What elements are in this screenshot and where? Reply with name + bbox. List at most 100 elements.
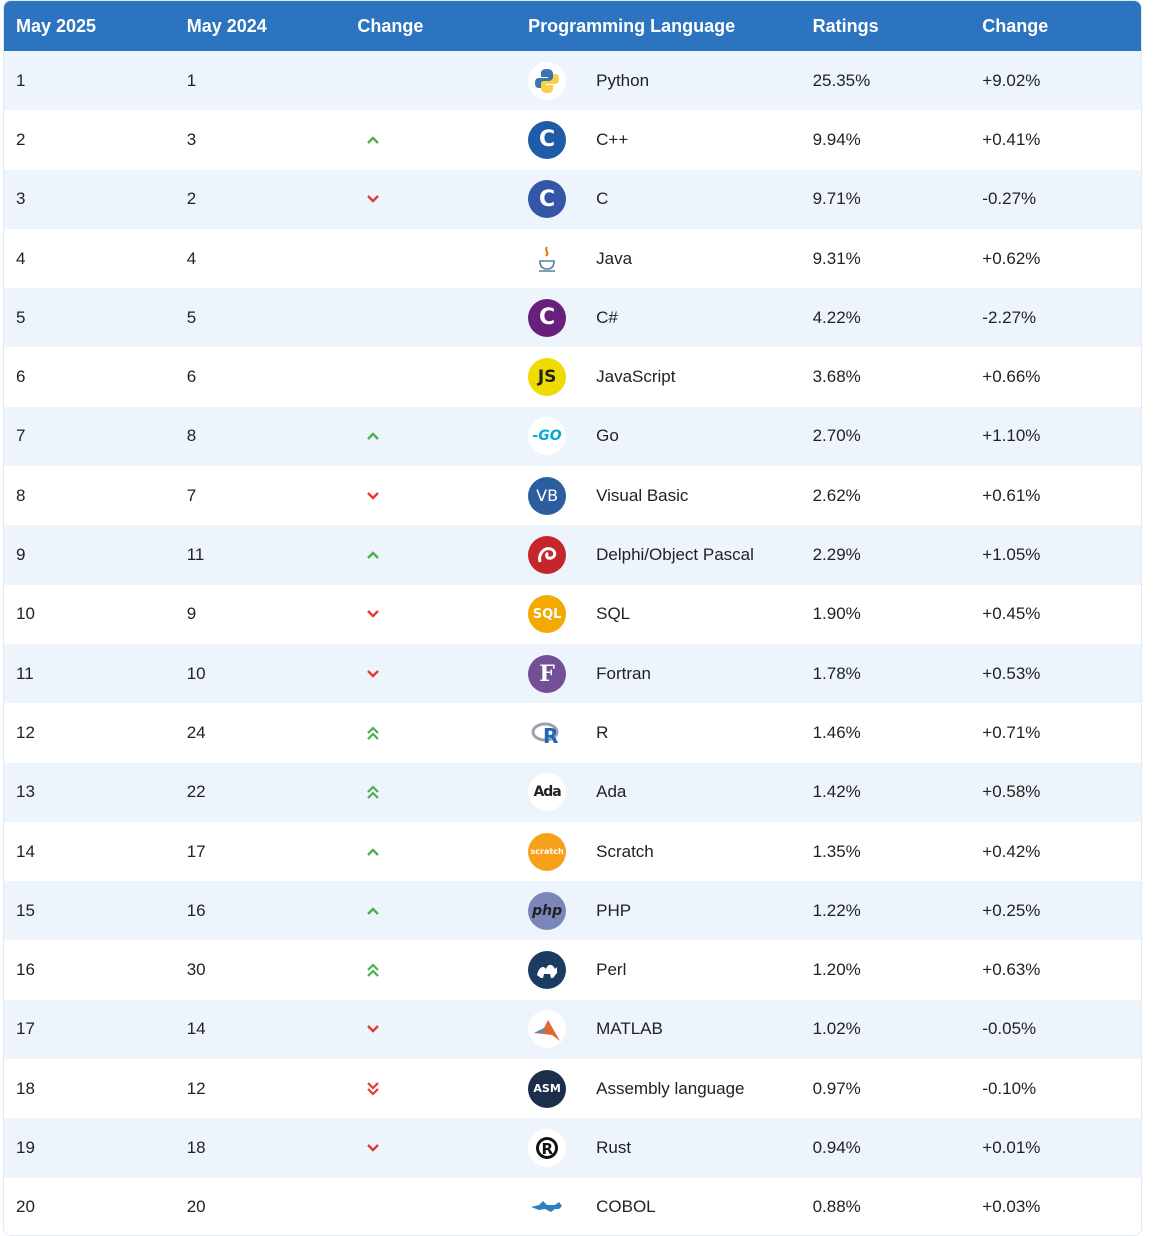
rating-value: 2.29% (812, 545, 861, 565)
language-cell: Python (516, 61, 800, 100)
language-cell: scratch Scratch (516, 832, 800, 871)
language-name: Python (596, 70, 650, 90)
rank-current: 10 (16, 604, 35, 624)
rank-previous: 24 (186, 722, 206, 742)
rating-change: +1.05% (982, 545, 1041, 565)
fortran-logo-icon: F (528, 654, 567, 693)
table-row: 3 2 C C 9.71% -0.27% (4, 169, 1141, 229)
rating-value: 2.62% (812, 485, 861, 505)
table-row: 9 11 Delphi/Object Pascal 2.29% +1.05% (4, 525, 1141, 585)
rank-current: 1 (16, 70, 26, 90)
rating-value: 4.22% (812, 307, 861, 327)
language-name: MATLAB (596, 1019, 663, 1039)
double-chevron-up-icon (365, 784, 381, 800)
table-row: 1 1 Python 25.35% +9.02% (4, 51, 1141, 111)
rank-current: 2 (16, 129, 26, 149)
chevron-down-icon (365, 488, 381, 504)
rating-value: 0.94% (812, 1137, 861, 1157)
chevron-up-icon (365, 132, 381, 148)
rank-current: 13 (16, 782, 35, 802)
table-row: 16 30 Perl 1.20% +0.63% (4, 940, 1141, 1000)
rank-current: 5 (16, 307, 26, 327)
language-name: Delphi/Object Pascal (596, 545, 754, 565)
chevron-up-icon (365, 903, 381, 919)
rank-current: 12 (16, 722, 35, 742)
language-name: R (596, 722, 609, 742)
rating-change: +0.61% (982, 485, 1041, 505)
rank-current: 4 (16, 248, 26, 268)
rating-change: +0.62% (982, 248, 1041, 268)
rank-current: 20 (16, 1197, 35, 1217)
rank-previous: 12 (186, 1078, 206, 1098)
language-cell: C C++ (516, 120, 800, 159)
rank-current: 11 (16, 663, 34, 683)
svg-text:R: R (543, 724, 558, 746)
rank-previous: 20 (186, 1197, 206, 1217)
rating-change: +0.53% (982, 663, 1041, 683)
header-ratings[interactable]: Ratings (812, 15, 879, 36)
rating-value: 9.31% (812, 248, 861, 268)
rank-previous: 4 (186, 248, 197, 268)
table-row: 12 24 R R 1.46% +0.71% (4, 703, 1141, 763)
rating-change: -2.27% (982, 307, 1037, 327)
rank-current: 17 (16, 1019, 35, 1039)
header-may-2025[interactable]: May 2025 (16, 15, 97, 36)
sql-logo-icon: SQL (528, 595, 567, 634)
rank-change (345, 1140, 516, 1156)
header-change-percent[interactable]: Change (982, 15, 1049, 36)
tiobe-ranking-table: May 2025 May 2024 Change Programming Lan… (3, 0, 1142, 1236)
language-cell: SQL SQL (516, 595, 800, 634)
rank-current: 14 (16, 841, 35, 861)
table-row: 4 4 Java 9.31% +0.62% (4, 228, 1141, 289)
visual-basic-logo-icon: VB (528, 476, 567, 515)
language-cell: VB Visual Basic (516, 476, 800, 515)
table-row: 18 12 ASM Assembly language 0.97% -0.10% (4, 1059, 1141, 1119)
language-name: Visual Basic (596, 485, 689, 505)
language-cell: MATLAB (516, 1010, 800, 1049)
rank-change (345, 666, 516, 682)
double-chevron-up-icon (365, 725, 381, 741)
rank-previous: 2 (186, 189, 197, 209)
chevron-down-icon (365, 1140, 381, 1156)
rank-change (345, 191, 516, 207)
rating-change: +0.25% (982, 900, 1041, 920)
rating-change: +9.02% (982, 70, 1041, 90)
language-cell: Ada Ada (516, 773, 800, 812)
table-row: 10 9 SQL SQL 1.90% +0.45% (4, 584, 1141, 644)
r-logo-icon: R (528, 713, 567, 752)
rank-change (345, 1021, 516, 1037)
rank-change (345, 488, 516, 504)
rating-value: 2.70% (812, 426, 861, 446)
language-name: C++ (596, 129, 629, 149)
java-logo-icon (528, 239, 567, 278)
rank-change (345, 547, 516, 563)
chevron-down-icon (365, 666, 381, 682)
rating-value: 1.35% (812, 841, 861, 861)
language-cell: php PHP (516, 891, 800, 930)
rating-value: 1.22% (812, 900, 861, 920)
chevron-up-icon (365, 428, 381, 444)
header-may-2024[interactable]: May 2024 (186, 15, 267, 36)
rating-value: 3.68% (812, 367, 861, 387)
rating-change: -0.10% (982, 1078, 1037, 1098)
rating-change: +0.58% (982, 782, 1041, 802)
rank-change (345, 606, 516, 622)
header-change[interactable]: Change (357, 15, 424, 36)
php-logo-icon: php (528, 891, 567, 930)
table-row: 8 7 VB Visual Basic 2.62% +0.61% (4, 466, 1141, 526)
rating-change: +0.01% (982, 1137, 1041, 1157)
header-programming-language[interactable]: Programming Language (528, 15, 736, 36)
assembly-logo-icon: ASM (528, 1069, 567, 1108)
rating-change: +0.41% (982, 129, 1041, 149)
rank-previous: 10 (186, 663, 206, 683)
rating-value: 9.94% (812, 129, 861, 149)
table-row: 20 20 COBOL 0.88% +0.03% (4, 1177, 1141, 1235)
svg-text:R: R (542, 1140, 554, 1158)
ada-logo-icon: Ada (528, 773, 567, 812)
rank-change (345, 132, 516, 148)
language-name: SQL (596, 604, 631, 624)
rank-previous: 1 (186, 70, 197, 90)
language-name: Java (596, 248, 633, 268)
